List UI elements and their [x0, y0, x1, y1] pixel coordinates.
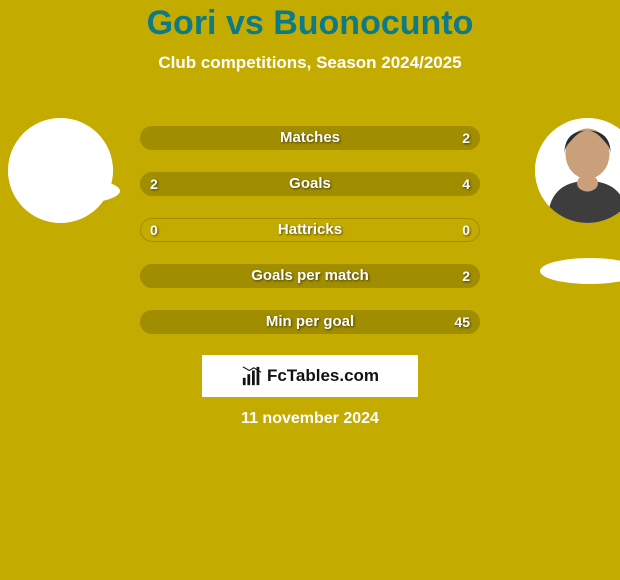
brand-logo: FcTables.com — [241, 365, 379, 387]
player-left-flag — [20, 178, 120, 204]
stat-bar-row: Matches2 — [140, 126, 480, 150]
stat-bar-left-value: 2 — [150, 172, 158, 196]
bar-chart-icon — [241, 365, 263, 387]
stat-bar-row: Hattricks0 0 — [140, 218, 480, 242]
stat-bar-right-value: 45 — [454, 310, 470, 334]
player-right-flag — [540, 258, 620, 284]
page-title: Gori vs Buonocunto — [0, 0, 620, 43]
brand-logo-text: FcTables.com — [267, 366, 379, 386]
stat-bar-label: Hattricks — [140, 218, 480, 242]
stat-bar-right-value: 4 — [462, 172, 470, 196]
stat-bar-row: Min per goal45 — [140, 310, 480, 334]
player-left-avatar — [8, 118, 113, 223]
stat-bar-label: Goals — [140, 172, 480, 196]
stat-bar-row: Goals per match2 — [140, 264, 480, 288]
stat-bar-label: Min per goal — [140, 310, 480, 334]
stat-bar-right-value: 0 — [462, 218, 470, 242]
stat-bar-right-value: 2 — [462, 264, 470, 288]
comparison-bars: Matches2Goals24Hattricks00Goals per matc… — [140, 126, 480, 356]
player-right-avatar — [535, 118, 620, 223]
subtitle: Club competitions, Season 2024/2025 — [0, 53, 620, 73]
date-label: 11 november 2024 — [0, 410, 620, 428]
brand-logo-box: FcTables.com — [202, 355, 418, 397]
person-silhouette-icon — [8, 118, 113, 223]
stat-bar-left-value: 0 — [150, 218, 158, 242]
stat-bar-right-value: 2 — [462, 126, 470, 150]
stat-bar-row: Goals2 4 — [140, 172, 480, 196]
stat-bar-label: Matches — [140, 126, 480, 150]
player-photo-icon — [535, 118, 620, 223]
stat-bar-label: Goals per match — [140, 264, 480, 288]
comparison-infographic: Gori vs Buonocunto Club competitions, Se… — [0, 0, 620, 580]
